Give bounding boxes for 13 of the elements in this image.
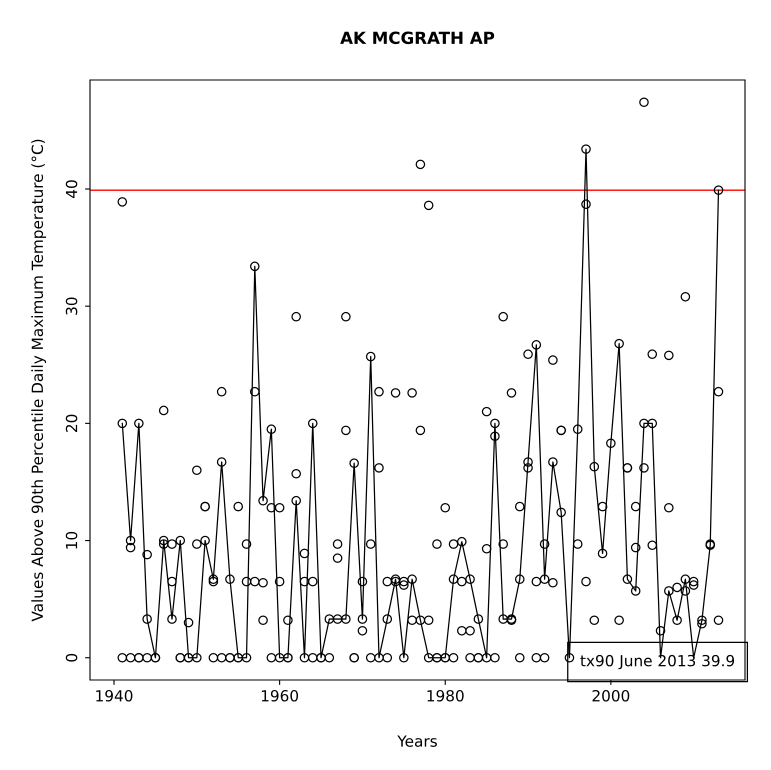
y-tick-label: 40 bbox=[66, 180, 78, 198]
y-tick-label: 20 bbox=[66, 414, 78, 432]
x-axis-title: Years bbox=[397, 736, 437, 747]
y-tick-label: 30 bbox=[66, 297, 78, 315]
y-axis-title: Values Above 90th Percentile Daily Maximum Temperature (°C) bbox=[31, 140, 46, 622]
y-tick-label: 10 bbox=[66, 532, 78, 549]
annotation: tx90 June 2013 39.9 bbox=[580, 654, 734, 670]
x-tick-label: 1980 bbox=[427, 690, 464, 702]
y-tick-label: 0 bbox=[66, 654, 78, 662]
x-tick-label: 2000 bbox=[592, 690, 630, 702]
chart-title: AK MCGRATH AP bbox=[340, 32, 494, 44]
x-tick-label: 1960 bbox=[262, 690, 298, 702]
x-tick-label: 1940 bbox=[96, 690, 132, 702]
